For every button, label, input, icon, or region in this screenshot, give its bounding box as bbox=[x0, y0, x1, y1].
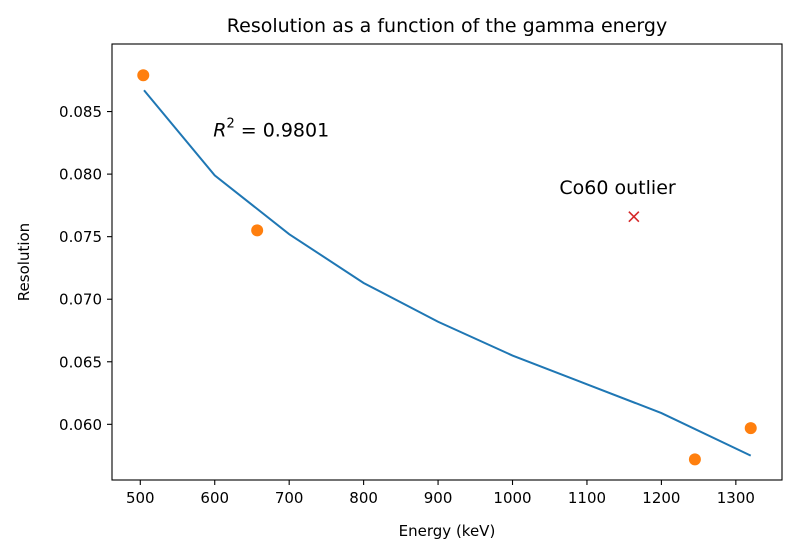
x-tick-label: 500 bbox=[126, 489, 155, 507]
y-axis-label: Resolution bbox=[15, 223, 33, 301]
data-points-layer bbox=[137, 69, 757, 466]
data-point bbox=[137, 69, 150, 82]
x-tick-label: 900 bbox=[424, 489, 453, 507]
x-tick-label: 600 bbox=[200, 489, 229, 507]
r-squared-value: = 0.9801 bbox=[235, 120, 329, 142]
r-squared-annotation: R2 = 0.9801 bbox=[213, 117, 329, 142]
y-tick-label: 0.060 bbox=[59, 416, 102, 434]
fit-curve bbox=[143, 89, 752, 457]
x-tick-label: 1000 bbox=[493, 489, 531, 507]
x-tick-label: 700 bbox=[275, 489, 304, 507]
data-point bbox=[251, 224, 264, 237]
outlier-annotation: Co60 outlier bbox=[559, 177, 675, 199]
r-symbol: R bbox=[213, 120, 226, 142]
data-point bbox=[688, 453, 701, 466]
plot-area: R2 = 0.9801 Co60 outlier bbox=[137, 69, 757, 466]
outlier-marker bbox=[628, 211, 640, 223]
data-point bbox=[744, 422, 757, 435]
y-tick-label: 0.070 bbox=[59, 291, 102, 309]
x-tick-label: 800 bbox=[349, 489, 378, 507]
x-tick-label: 1100 bbox=[568, 489, 606, 507]
y-tick-label: 0.075 bbox=[59, 228, 102, 246]
y-tick-label: 0.080 bbox=[59, 166, 102, 184]
x-axis-label: Energy (keV) bbox=[399, 522, 496, 540]
superscript: 2 bbox=[226, 117, 234, 132]
y-axis: 0.060 0.065 0.070 0.075 0.080 0.085 bbox=[59, 103, 112, 434]
y-tick-label: 0.085 bbox=[59, 103, 102, 121]
x-tick-label: 1200 bbox=[642, 489, 680, 507]
plot-frame bbox=[111, 43, 783, 481]
chart-title: Resolution as a function of the gamma en… bbox=[227, 15, 667, 37]
y-tick-label: 0.065 bbox=[59, 353, 102, 371]
annotation-layer: R2 = 0.9801 Co60 outlier bbox=[213, 117, 676, 200]
x-axis: 500 600 700 800 900 1000 1100 1200 1300 bbox=[126, 480, 755, 507]
x-tick-label: 1300 bbox=[717, 489, 755, 507]
outlier-layer bbox=[628, 211, 640, 223]
fit-curve-layer bbox=[143, 89, 752, 457]
